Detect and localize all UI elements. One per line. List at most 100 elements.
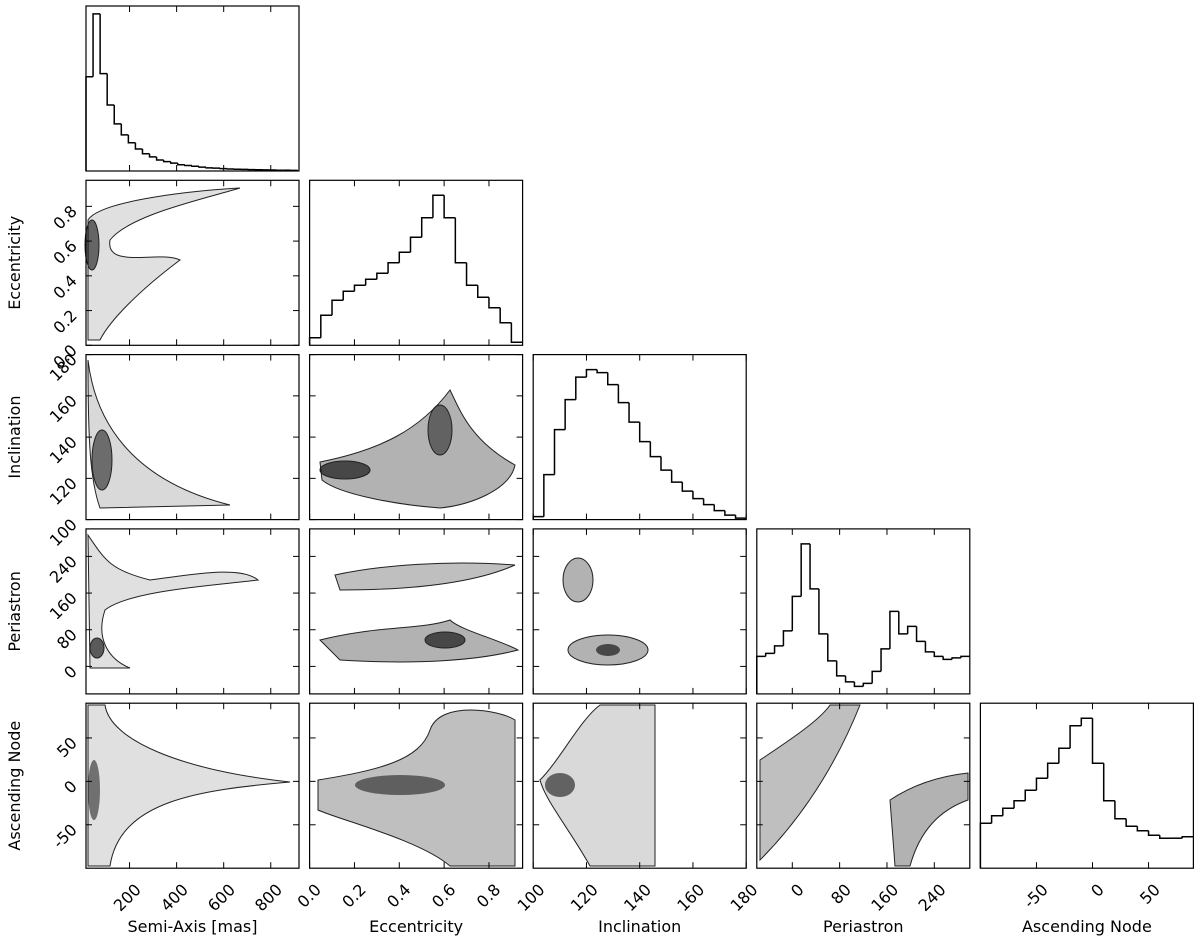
histogram-step (543, 473, 555, 517)
panel-frame (309, 528, 524, 695)
y-tick-label: 160 (46, 588, 81, 623)
histogram-step (155, 156, 164, 161)
histogram-step (853, 681, 864, 688)
histogram-step (1080, 717, 1093, 726)
histogram-step (702, 498, 715, 506)
density-shading (84, 187, 969, 867)
histogram-step (127, 134, 136, 144)
y-tick-label: 50 (53, 733, 81, 761)
y-axis-label: Ascending Node (5, 721, 24, 851)
histogram-step (818, 588, 828, 635)
histogram-step (148, 153, 157, 158)
density (87, 359, 231, 509)
density (596, 644, 620, 656)
density (87, 533, 260, 669)
y-tick-label: 100 (46, 515, 81, 550)
panel-frame (309, 179, 524, 346)
histogram-step (113, 105, 122, 125)
histogram-step (871, 670, 882, 684)
y-tick-label: 0 (60, 662, 81, 683)
histogram-step (889, 610, 899, 649)
histogram-step (169, 161, 178, 164)
histogram-step (454, 217, 467, 264)
histogram-step (942, 656, 953, 661)
histogram-step (960, 655, 970, 658)
histogram-step (1102, 763, 1115, 802)
panel-frame (532, 354, 747, 521)
y-tick-label: 140 (46, 432, 81, 467)
histogram-step (141, 149, 150, 155)
x-tick-label: 240 (915, 880, 950, 915)
density (89, 637, 105, 659)
y-tick-label: 160 (46, 391, 81, 426)
histogram-step (205, 167, 214, 169)
y-tick-label: 0.2 (49, 306, 80, 337)
histogram-step (162, 160, 171, 163)
histogram-step (898, 611, 908, 635)
x-tick-label: 0.2 (338, 880, 369, 911)
density (334, 562, 516, 591)
histogram-step (844, 675, 855, 683)
histogram-step (420, 217, 433, 238)
histogram-step (791, 595, 802, 631)
density (87, 187, 241, 341)
density (562, 557, 594, 603)
histogram-step (120, 123, 129, 136)
histogram-step (924, 641, 935, 653)
histogram-step (1181, 835, 1194, 839)
histogram-step (724, 510, 736, 516)
x-tick-label: 180 (726, 880, 761, 915)
x-tick-label: 0.0 (293, 880, 324, 911)
histogram-step (670, 470, 683, 483)
histogram-step (1136, 826, 1149, 832)
x-tick-label: 0 (1087, 880, 1108, 901)
histogram-step (880, 648, 890, 672)
panel-frame (85, 528, 300, 695)
density (424, 631, 466, 649)
histogram-step (409, 236, 422, 253)
x-tick-label: 80 (827, 880, 855, 908)
x-tick-label: 0 (787, 880, 808, 901)
histogram-step (1046, 762, 1059, 779)
histogram-step (1058, 747, 1071, 764)
histogram-step (499, 307, 512, 324)
histogram-step (488, 297, 501, 309)
density (759, 704, 861, 862)
histogram-step (660, 456, 672, 471)
histogram-step (92, 13, 101, 77)
density (355, 775, 445, 795)
histogram-step (906, 625, 917, 634)
y-tick-label: 0.6 (49, 236, 80, 267)
y-tick-label: 0.4 (49, 271, 80, 302)
histogram-step (1114, 800, 1127, 820)
histogram-step (387, 262, 400, 274)
histogram-step (915, 626, 926, 643)
histogram-step (477, 285, 489, 299)
x-tick-label: 400 (157, 880, 192, 915)
x-tick-label: -50 (1020, 880, 1052, 912)
histogram-step (827, 633, 837, 662)
x-tick-label: 50 (1136, 880, 1164, 908)
y-tick-label: -50 (49, 820, 81, 852)
y-tick-label: 120 (46, 474, 81, 509)
histogram-step (1002, 807, 1015, 816)
x-tick-label: 0.8 (473, 880, 504, 911)
histogram-step (1013, 799, 1026, 809)
histogram-step (835, 660, 846, 677)
density (319, 460, 371, 480)
x-tick-label: 0.4 (383, 880, 414, 911)
histogram-step (177, 163, 185, 166)
y-tick-label: 80 (53, 625, 81, 653)
histogram-step (596, 369, 608, 374)
y-axis-label: Inclination (5, 396, 24, 479)
histogram-step (510, 322, 523, 344)
histogram-step (465, 262, 478, 287)
histogram-step (1035, 777, 1048, 791)
density (88, 760, 100, 820)
histogram-step (575, 376, 587, 400)
density (545, 773, 575, 797)
histogram-step (1024, 789, 1037, 801)
histogram-step (628, 402, 640, 423)
histogram-step (443, 195, 456, 219)
